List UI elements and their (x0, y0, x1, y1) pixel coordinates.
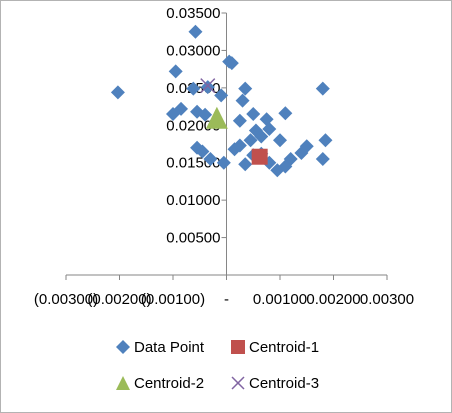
y-tick-label: 0.02000 (166, 117, 220, 134)
legend-item-centroid-2: Centroid-2 (116, 371, 204, 395)
legend-label-centroid-1: Centroid-1 (249, 338, 320, 356)
data-point-marker (254, 129, 269, 144)
x-tick-label: (0.00300) (34, 291, 98, 308)
data-point-marker (278, 159, 293, 174)
data-point-marker (188, 24, 203, 39)
data-point-marker (238, 81, 253, 96)
data-point-marker (243, 133, 258, 148)
legend-item-centroid-1: Centroid-1 (231, 335, 319, 359)
x-tick-label: 0.00100 (253, 291, 307, 308)
data-point-marker (110, 85, 125, 100)
data-point-marker (318, 133, 333, 148)
legend-row-1: Data Point Centroid-1 (0, 335, 452, 359)
legend: Data Point Centroid-1 Centroid-2 Centroi… (0, 330, 452, 410)
data-point-marker (315, 81, 330, 96)
legend-x-icon (231, 376, 245, 390)
centroid-3-marker (200, 78, 216, 94)
y-tick-label: 0.03000 (166, 42, 220, 59)
data-point-marker (273, 133, 287, 148)
legend-triangle-icon (116, 376, 130, 390)
centroid-2-marker (205, 106, 228, 129)
legend-label-centroid-2: Centroid-2 (134, 374, 205, 392)
legend-item-centroid-3: Centroid-3 (231, 371, 319, 395)
centroid-3-stroke (200, 78, 216, 94)
data-point-marker (232, 138, 247, 153)
data-marks (110, 24, 333, 178)
centroid-1-marker (251, 148, 268, 165)
legend-row-2: Centroid-2 Centroid-3 (0, 371, 452, 395)
x-tick-label: 0.00200 (306, 291, 360, 308)
data-point-marker (200, 80, 215, 95)
data-point-marker (278, 106, 293, 121)
data-point-marker (224, 56, 239, 71)
data-point-marker (259, 112, 274, 127)
legend-item-data-point: Data Point (116, 335, 204, 359)
legend-label-data-point: Data Point (134, 338, 205, 356)
data-point-marker (198, 107, 213, 122)
data-point-marker (299, 139, 314, 154)
data-point-marker (216, 155, 231, 170)
legend-label-centroid-3: Centroid-3 (249, 374, 320, 392)
data-point-marker (203, 151, 218, 166)
data-point-marker (174, 101, 189, 116)
data-point-marker (235, 93, 250, 108)
axes (65, 12, 388, 280)
x-tick-label: 0.00300 (360, 291, 414, 308)
legend-diamond-icon (116, 340, 130, 354)
y-tick-label: 0.01000 (166, 192, 220, 209)
data-point-marker (214, 88, 229, 103)
x-tick-label: (0.00100) (141, 291, 205, 308)
data-point-marker (238, 157, 253, 172)
data-point-marker (195, 144, 210, 159)
data-point-marker (186, 81, 201, 96)
data-point-marker (246, 107, 261, 122)
data-point-marker (168, 64, 183, 79)
data-point-marker (262, 122, 277, 137)
data-point-marker (232, 113, 247, 128)
x-tick-label: (0.00200) (87, 291, 151, 308)
legend-square-icon (231, 340, 245, 354)
y-tick-label: 0.03500 (166, 5, 220, 22)
scatter-plot: (0.00300)(0.00200)(0.00100) - 0.00100 0.002… (34, 5, 414, 308)
x-tick-label: - (224, 291, 229, 308)
data-point-marker (315, 151, 330, 166)
y-tick-label: 0.00500 (166, 230, 220, 247)
